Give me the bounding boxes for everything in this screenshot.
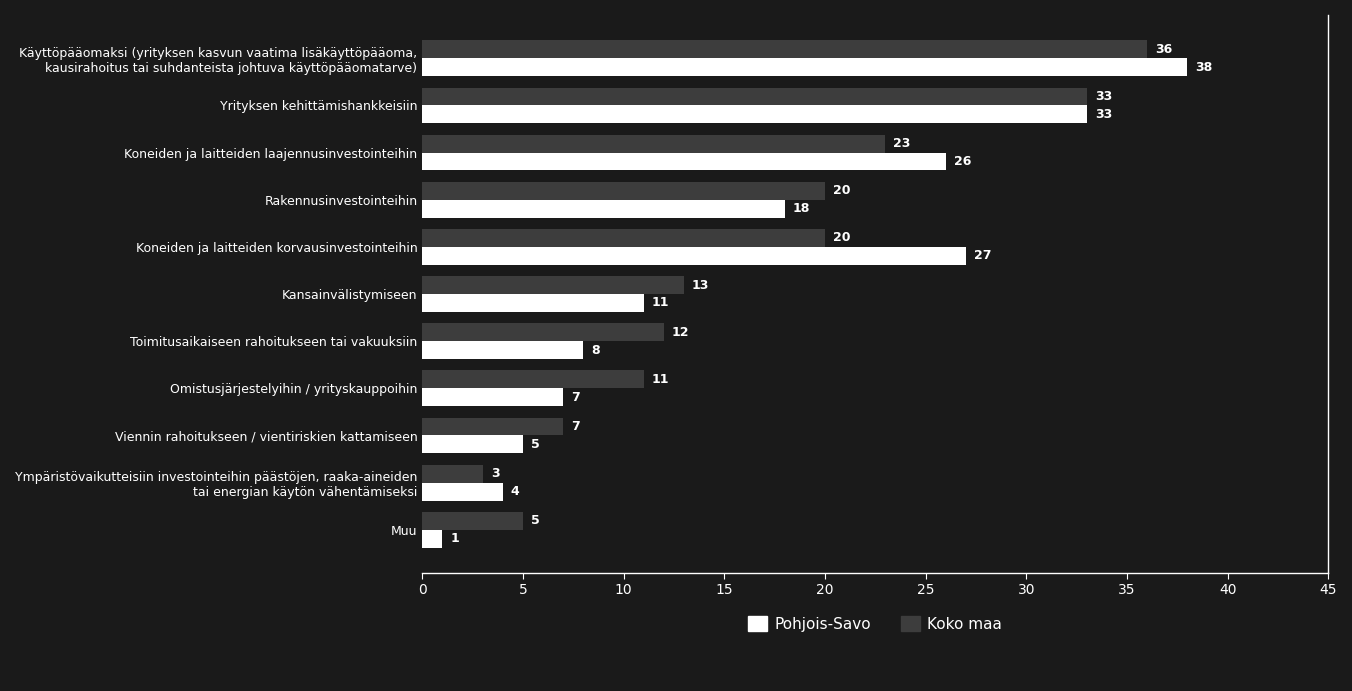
Text: 7: 7 bbox=[572, 420, 580, 433]
Text: 18: 18 bbox=[792, 202, 810, 215]
Text: 23: 23 bbox=[894, 137, 911, 150]
Bar bbox=[422, 276, 684, 294]
Bar bbox=[422, 106, 1087, 123]
Bar bbox=[422, 58, 1187, 76]
Text: 36: 36 bbox=[1155, 43, 1172, 56]
Bar bbox=[422, 464, 483, 482]
Bar bbox=[422, 482, 503, 500]
Bar bbox=[422, 200, 784, 218]
Text: 13: 13 bbox=[692, 278, 710, 292]
Bar bbox=[422, 512, 523, 530]
Text: 27: 27 bbox=[973, 249, 991, 263]
Bar bbox=[422, 182, 825, 200]
Bar bbox=[422, 135, 886, 153]
Text: 7: 7 bbox=[572, 390, 580, 404]
Bar bbox=[422, 247, 965, 265]
Text: 11: 11 bbox=[652, 373, 669, 386]
Text: 33: 33 bbox=[1095, 108, 1111, 121]
Bar bbox=[422, 388, 564, 406]
Text: 5: 5 bbox=[531, 514, 539, 527]
Text: 1: 1 bbox=[450, 532, 460, 545]
Text: 11: 11 bbox=[652, 296, 669, 310]
Bar bbox=[422, 530, 442, 548]
Bar bbox=[422, 40, 1146, 58]
Bar bbox=[422, 417, 564, 435]
Text: 20: 20 bbox=[833, 184, 850, 197]
Text: 5: 5 bbox=[531, 438, 539, 451]
Bar bbox=[422, 294, 644, 312]
Bar bbox=[422, 323, 664, 341]
Text: 33: 33 bbox=[1095, 90, 1111, 103]
Bar bbox=[422, 435, 523, 453]
Bar bbox=[422, 88, 1087, 106]
Bar bbox=[422, 153, 945, 171]
Text: 26: 26 bbox=[953, 155, 971, 168]
Text: 3: 3 bbox=[491, 467, 499, 480]
Legend: Pohjois-Savo, Koko maa: Pohjois-Savo, Koko maa bbox=[742, 609, 1009, 638]
Text: 20: 20 bbox=[833, 231, 850, 245]
Bar bbox=[422, 370, 644, 388]
Bar bbox=[422, 229, 825, 247]
Text: 12: 12 bbox=[672, 325, 690, 339]
Text: 8: 8 bbox=[591, 343, 600, 357]
Text: 38: 38 bbox=[1195, 61, 1213, 74]
Text: 4: 4 bbox=[511, 485, 519, 498]
Bar bbox=[422, 341, 583, 359]
